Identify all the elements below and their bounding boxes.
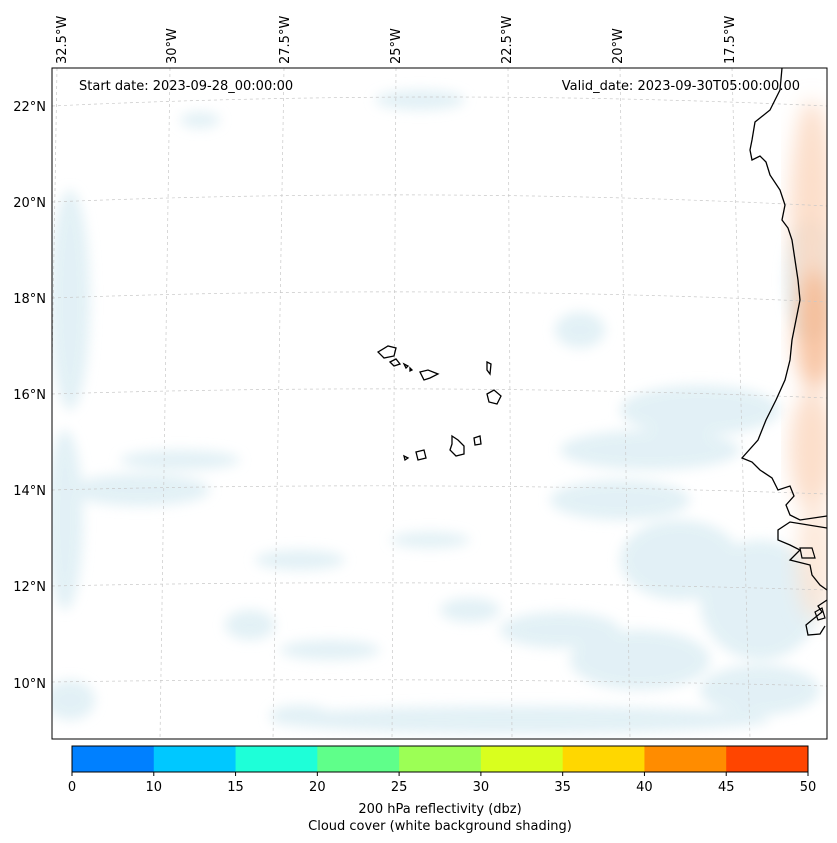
lat-label: 16°N — [13, 388, 46, 403]
colorbar — [71, 745, 809, 773]
lat-label: 20°N — [13, 196, 46, 211]
map-border — [51, 67, 828, 740]
colorbar-tick-label: 30 — [473, 780, 490, 795]
colorbar-label: 200 hPa reflectivity (dbz) — [358, 802, 521, 817]
latitude-labels: 22°N 20°N 18°N 16°N 14°N 12°N 10°N — [13, 100, 46, 692]
colorbar-segment — [644, 746, 727, 772]
lon-label: 27.5°W — [278, 16, 293, 64]
lat-label: 12°N — [13, 580, 46, 595]
cape-verde-islands — [376, 345, 502, 462]
colorbar-tick-label: 25 — [391, 780, 408, 795]
colorbar-segment — [235, 746, 318, 772]
lat-label: 18°N — [13, 292, 46, 307]
colorbar-segment — [562, 746, 645, 772]
longitude-labels: 32.5°W 30°W 27.5°W 25°W 22.5°W 20°W 17.5… — [55, 16, 738, 64]
colorbar-tick-label: 20 — [309, 780, 326, 795]
colorbar-segment — [72, 746, 155, 772]
colorbar-segment — [399, 746, 482, 772]
colorbar-ticks: 0 10 15 20 25 30 35 40 45 50 — [68, 772, 816, 795]
reflectivity-shading — [790, 100, 827, 620]
colorbar-tick-label: 50 — [800, 780, 817, 795]
colorbar-segment — [153, 746, 237, 772]
lat-label: 10°N — [13, 677, 46, 692]
colorbar-tick-label: 0 — [68, 780, 76, 795]
lon-label: 20°W — [611, 28, 626, 64]
gridlines — [52, 68, 827, 739]
colorbar-tick-label: 45 — [718, 780, 735, 795]
lat-label: 22°N — [13, 100, 46, 115]
lon-label: 30°W — [165, 28, 180, 64]
colorbar-border — [71, 745, 809, 773]
lon-label: 22.5°W — [500, 16, 515, 64]
start-date-label: Start date: 2023-09-28_00:00:00 — [79, 79, 293, 94]
colorbar-tick-label: 10 — [146, 780, 163, 795]
colorbar-tick-label: 15 — [227, 780, 244, 795]
lon-label: 17.5°W — [723, 16, 738, 64]
lat-label: 14°N — [13, 484, 46, 499]
lon-label: 25°W — [389, 28, 404, 64]
lon-label: 32.5°W — [55, 16, 70, 64]
colorbar-tick-label: 35 — [554, 780, 571, 795]
colorbar-segment — [480, 746, 564, 772]
colorbar-segment — [317, 746, 400, 772]
cloud-cover-shading — [52, 90, 827, 734]
colorbar-tick-label: 40 — [636, 780, 653, 795]
valid-date-label: Valid_date: 2023-09-30T05:00:00.00 — [562, 79, 800, 94]
colorbar-segment — [726, 746, 809, 772]
colorbar-sublabel: Cloud cover (white background shading) — [308, 819, 572, 834]
